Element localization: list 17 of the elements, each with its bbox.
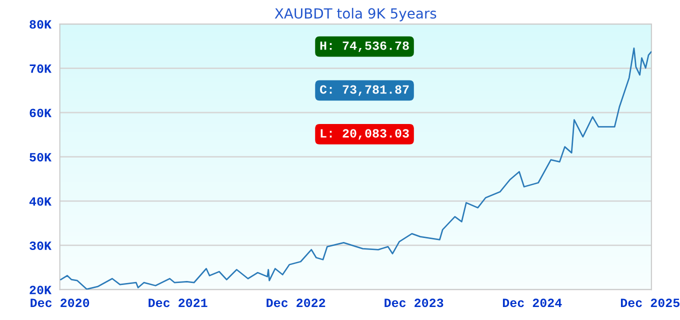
y-tick-label: 20K [30, 286, 52, 294]
annotation: L: 20,083.03 [320, 129, 409, 140]
x-tick-label: Dec 2021 [148, 298, 208, 308]
annotation: C: 73,781.87 [320, 85, 409, 96]
y-tick-label: 60K [30, 108, 52, 118]
x-tick-label: Dec 2022 [266, 298, 326, 308]
y-tick-label: 30K [30, 242, 52, 250]
annotation: H: 74,536.78 [320, 41, 409, 52]
x-tick-label: Dec 2024 [502, 298, 562, 308]
chart-title: XAUBDT tola 9K 5years [274, 8, 436, 22]
x-tick-label: Dec 2020 [30, 298, 90, 308]
y-tick-label: 40K [29, 197, 52, 206]
x-tick-label: Dec 2025 [620, 298, 680, 308]
y-tick-label: 80K [30, 20, 52, 29]
x-tick-label: Dec 2023 [384, 298, 444, 308]
y-tick-label: 50K [30, 152, 52, 162]
y-tick-label: 70K [30, 64, 52, 73]
